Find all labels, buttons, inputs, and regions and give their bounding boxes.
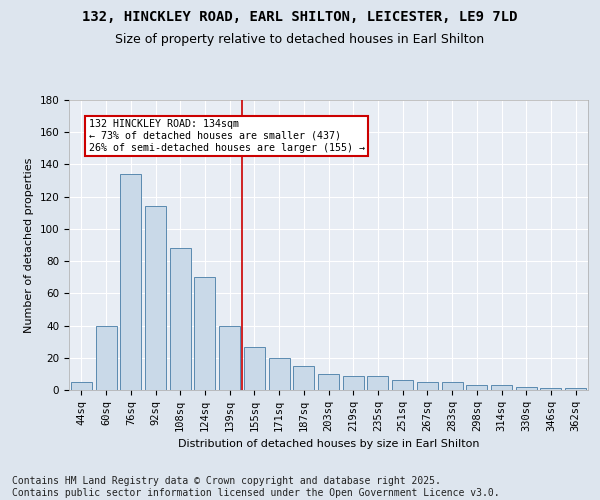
Bar — [541, 388, 562, 390]
Text: Size of property relative to detached houses in Earl Shilton: Size of property relative to detached ho… — [115, 32, 485, 46]
Text: Contains HM Land Registry data © Crown copyright and database right 2025.
Contai: Contains HM Land Registry data © Crown c… — [12, 476, 500, 498]
Text: 132, HINCKLEY ROAD, EARL SHILTON, LEICESTER, LE9 7LD: 132, HINCKLEY ROAD, EARL SHILTON, LEICES… — [82, 10, 518, 24]
Bar — [293, 366, 314, 390]
Bar — [269, 358, 290, 390]
Bar — [170, 248, 191, 390]
Bar — [343, 376, 364, 390]
Bar — [466, 385, 487, 390]
Y-axis label: Number of detached properties: Number of detached properties — [24, 158, 34, 332]
Bar — [516, 387, 537, 390]
Bar — [442, 382, 463, 390]
X-axis label: Distribution of detached houses by size in Earl Shilton: Distribution of detached houses by size … — [178, 440, 479, 450]
Bar — [120, 174, 141, 390]
Bar — [71, 382, 92, 390]
Bar — [145, 206, 166, 390]
Bar — [565, 388, 586, 390]
Bar — [491, 385, 512, 390]
Text: 132 HINCKLEY ROAD: 134sqm
← 73% of detached houses are smaller (437)
26% of semi: 132 HINCKLEY ROAD: 134sqm ← 73% of detac… — [89, 120, 365, 152]
Bar — [392, 380, 413, 390]
Bar — [219, 326, 240, 390]
Bar — [417, 382, 438, 390]
Bar — [318, 374, 339, 390]
Bar — [194, 277, 215, 390]
Bar — [367, 376, 388, 390]
Bar — [244, 346, 265, 390]
Bar — [95, 326, 116, 390]
